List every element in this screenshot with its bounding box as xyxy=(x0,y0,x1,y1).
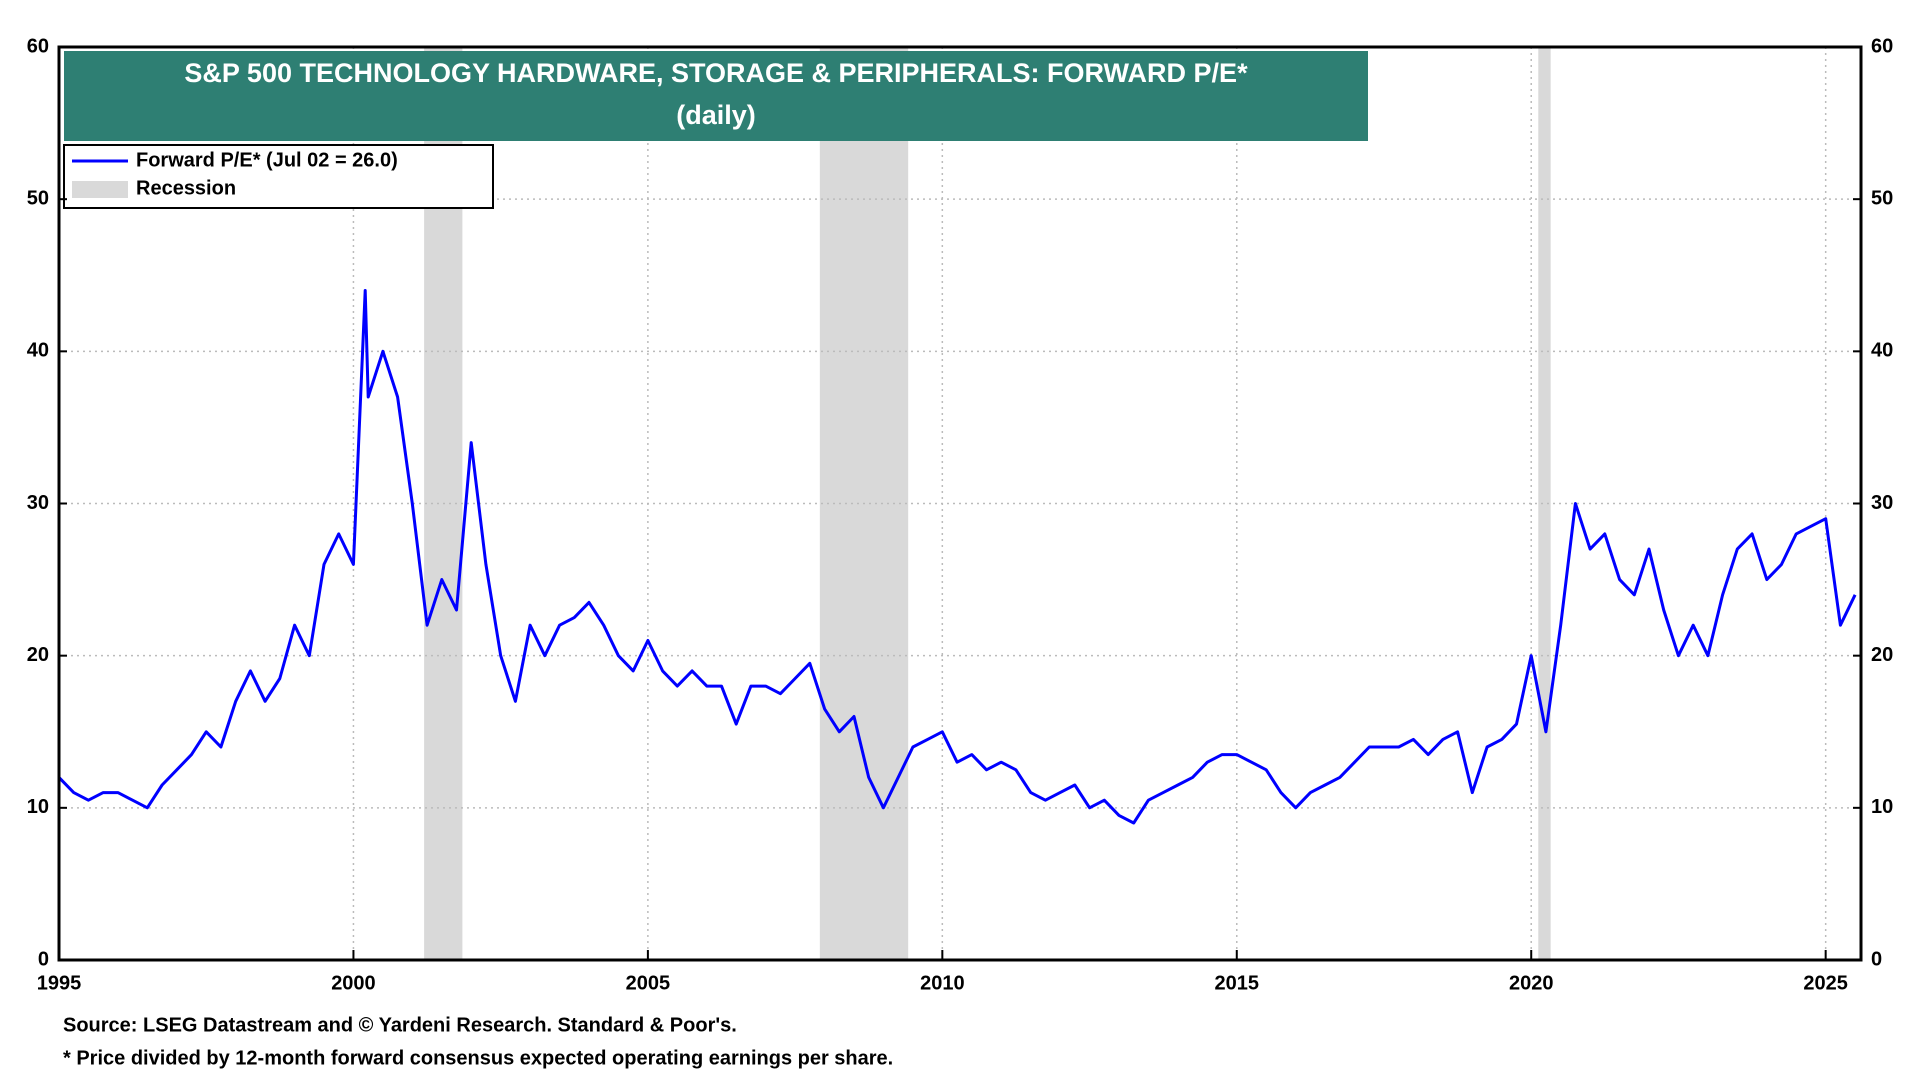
y-tick-label: 60 xyxy=(27,35,49,57)
x-tick-label: 2025 xyxy=(1803,972,1848,994)
lines xyxy=(57,289,1857,825)
title-box xyxy=(64,51,1368,141)
y-tick-label: 20 xyxy=(27,644,49,666)
x-tick-label: 2020 xyxy=(1509,972,1554,994)
y-tick-label: 10 xyxy=(27,796,49,818)
pe-line xyxy=(57,289,1857,825)
y2-tick-label: 40 xyxy=(1871,340,1893,362)
y2-tick-label: 10 xyxy=(1871,796,1893,818)
x-tick-label: 2000 xyxy=(331,972,376,994)
y-tick-label: 30 xyxy=(27,492,49,514)
y2-tick-label: 60 xyxy=(1871,35,1893,57)
legend-label: Recession xyxy=(136,177,236,199)
y-tick-label: 0 xyxy=(38,948,49,970)
legend-box xyxy=(63,144,494,209)
x-tick-label: 2015 xyxy=(1215,972,1260,994)
chart-subtitle: (daily) xyxy=(676,100,756,130)
y2-tick-label: 0 xyxy=(1871,948,1882,970)
legend-label: Forward P/E* (Jul 02 = 26.0) xyxy=(136,149,398,171)
x-tick-label: 2005 xyxy=(626,972,671,994)
legend-swatch xyxy=(72,181,128,198)
recession-band xyxy=(1538,47,1551,960)
x-tick-label: 1995 xyxy=(37,972,82,994)
y2-tick-label: 30 xyxy=(1871,492,1893,514)
footnote: * Price divided by 12-month forward cons… xyxy=(63,1047,893,1069)
source: Source: LSEG Datastream and © Yardeni Re… xyxy=(63,1014,737,1036)
chart-title: S&P 500 TECHNOLOGY HARDWARE, STORAGE & P… xyxy=(184,58,1248,88)
y2-tick-label: 20 xyxy=(1871,644,1893,666)
y-tick-label: 40 xyxy=(27,340,49,362)
y2-tick-label: 50 xyxy=(1871,187,1893,209)
y-tick-label: 50 xyxy=(27,187,49,209)
x-tick-label: 2010 xyxy=(920,972,965,994)
